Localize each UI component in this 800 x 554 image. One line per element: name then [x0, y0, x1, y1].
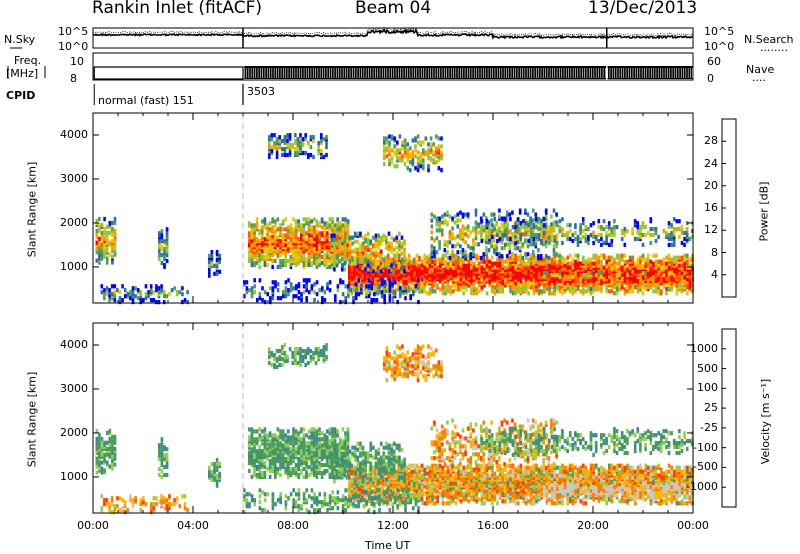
freq-label: Freq. [14, 54, 42, 67]
power-ytick-label: 3000 [60, 171, 88, 185]
nsky-trace [92, 28, 694, 40]
freq-unit-label: [MHz] [6, 67, 39, 80]
velocity-cells [95, 343, 694, 515]
velocity-colorbar-tick-label: 1000 [690, 341, 718, 355]
cpid-segment-label-1: normal (fast) 151 [98, 94, 194, 107]
power-colorbar-label: Power [dB] [757, 181, 771, 242]
velocity-ytick-label: 3000 [60, 381, 88, 395]
power-ytick-label: 4000 [60, 127, 88, 141]
nsearch-line: ........ [760, 41, 788, 54]
nsearch-label: N.Search [744, 33, 794, 46]
power-colorbar-tick-label: 20 [704, 178, 718, 192]
x-tick-label: 20:00 [577, 519, 609, 532]
velocity-colorbar-tick-label: -25 [700, 420, 718, 434]
power-ytick-label: 2000 [60, 215, 88, 229]
x-tick-label: 00:00 [77, 519, 109, 532]
nave-tick-low: 0 [707, 72, 714, 85]
velocity-colorbar-tick-label: 500 [697, 361, 718, 375]
power-colorbar-tick-label: 12 [704, 223, 718, 237]
velocity-colorbar-tick-label: -100 [693, 440, 718, 454]
velocity-colorbar-tick-label: -1000 [686, 480, 718, 494]
x-tick-label: 00:00 [677, 519, 709, 532]
velocity-ytick-label: 1000 [60, 469, 88, 483]
nsky-panel-frame [92, 27, 694, 49]
date-title: 13/Dec/2013 [588, 0, 698, 18]
nsky-tick-low: 10^0 [58, 40, 89, 53]
freq-tick-low: 8 [70, 72, 77, 85]
x-tick-label: 04:00 [177, 519, 209, 532]
cpid-label: CPID [6, 89, 36, 102]
velocity-ytick-label: 4000 [60, 337, 88, 351]
nsearch-trace [92, 26, 694, 37]
x-axis-label: Time UT [365, 539, 411, 552]
power-colorbar-tick-label: 24 [704, 156, 718, 170]
velocity-ylabel: Slant Range [km] [25, 371, 39, 468]
nsky-label: N.Sky [4, 33, 36, 46]
power-ytick-label: 1000 [60, 259, 88, 273]
power-ylabel: Slant Range [km] [25, 161, 39, 258]
x-tick-label: 12:00 [377, 519, 409, 532]
velocity-ytick-label: 2000 [60, 425, 88, 439]
nsky-tick-high: 10^5 [58, 25, 89, 38]
power-colorbar-tick-label: 4 [711, 267, 718, 281]
power-colorbar-tick-label: 28 [704, 134, 718, 148]
velocity-colorbar-label: Velocity [m s⁻¹] [759, 378, 773, 465]
freq-trace-late [244, 66, 693, 79]
velocity-colorbar-tick-label: -500 [693, 460, 718, 474]
freq-trace-early [93, 66, 244, 80]
power-cells [95, 133, 694, 305]
velocity-colorbar-tick-label: 25 [704, 401, 718, 415]
nave-line: .... [752, 71, 766, 84]
nave-label: Nave [746, 63, 775, 76]
power-colorbar-tick-label: 16 [704, 201, 718, 214]
x-tick-label: 16:00 [477, 519, 509, 532]
station-title: Rankin Inlet (fitACF) [92, 0, 263, 18]
power-colorbar-tick-label: 8 [711, 245, 718, 259]
velocity-colorbar-frame [721, 328, 737, 508]
x-tick-label: 08:00 [277, 519, 309, 532]
freq-tick-high: 10 [70, 55, 84, 68]
cpid-segment-label-2: 3503 [247, 85, 275, 98]
velocity-colorbar-tick-label: 100 [697, 381, 718, 395]
nave-tick-high: 60 [707, 55, 721, 68]
nsearch-tick-low: 10^0 [704, 40, 735, 53]
beam-title: Beam 04 [355, 0, 432, 18]
nsearch-tick-high: 10^5 [704, 25, 735, 38]
